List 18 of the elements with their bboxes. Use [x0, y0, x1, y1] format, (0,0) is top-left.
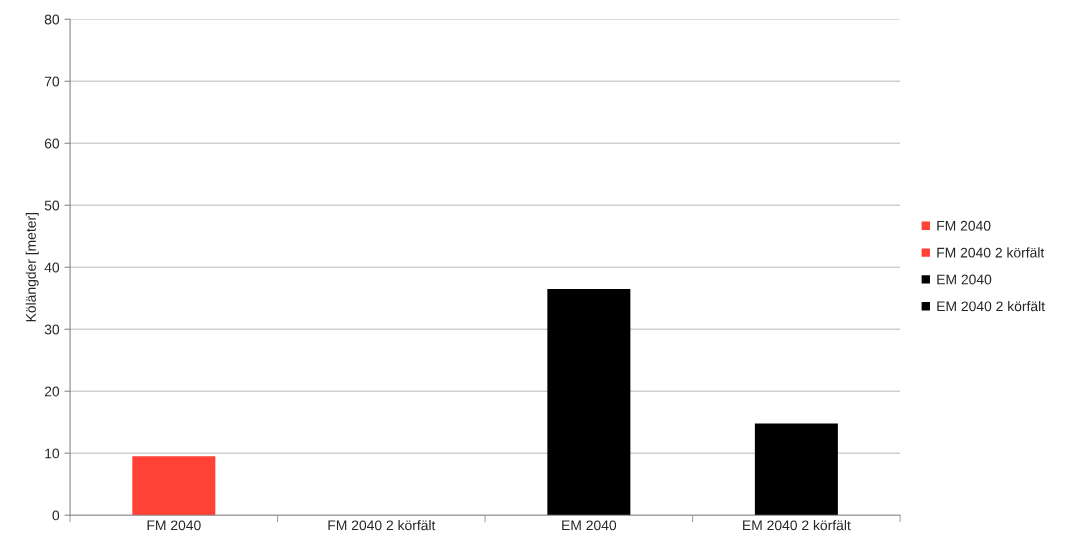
y-tick-label: 10: [45, 448, 60, 459]
y-axis-title: Kölängder [meter]: [25, 213, 39, 322]
x-tick-label: EM 2040: [562, 520, 617, 531]
y-tick-label: 0: [52, 510, 60, 521]
legend-label: EM 2040: [937, 274, 992, 285]
legend-label: FM 2040: [937, 220, 991, 231]
legend-label: EM 2040 2 körfält: [937, 301, 1045, 312]
y-tick-label: 30: [44, 324, 60, 335]
x-tick-label: FM 2040: [147, 520, 201, 531]
y-tick-label: 70: [44, 76, 60, 87]
y-tick-label: 80: [44, 14, 60, 25]
y-tick-label: 50: [44, 200, 60, 211]
legend-label: FM 2040 2 körfält: [937, 247, 1045, 258]
y-tick-label: 20: [44, 386, 60, 397]
y-tick-label: 40: [44, 262, 60, 273]
x-tick-label: FM 2040 2 körfält: [328, 520, 436, 531]
y-tick-label: 60: [44, 138, 60, 149]
x-tick-label: EM 2040 2 körfält: [743, 520, 851, 531]
